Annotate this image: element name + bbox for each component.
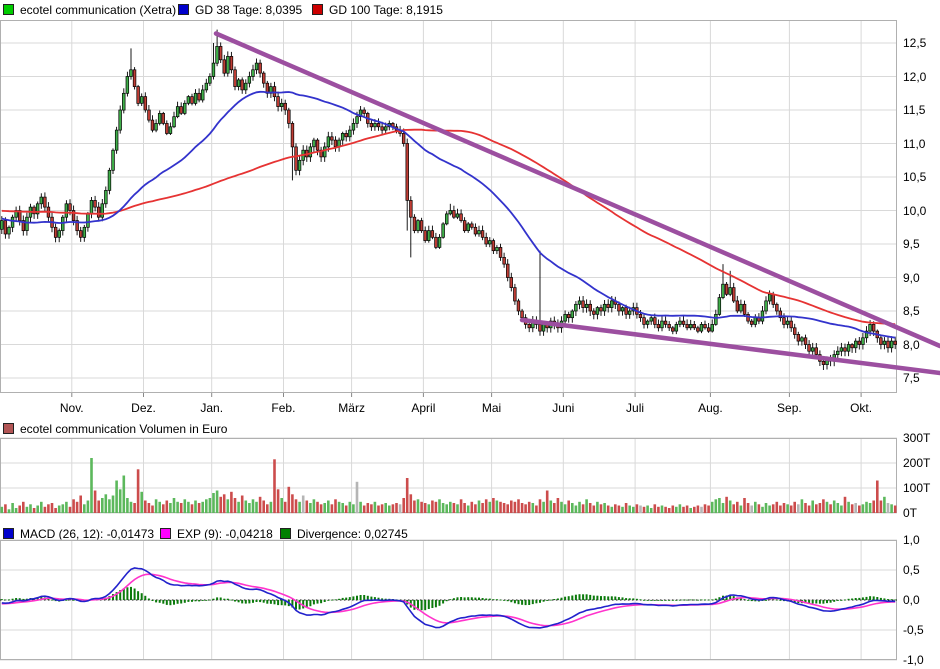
price-series-label: ecotel communication (Xetra) bbox=[20, 2, 177, 17]
divergence-series-label: Divergence: 0,02745 bbox=[297, 526, 408, 541]
gd38-swatch-icon bbox=[178, 4, 189, 15]
exp-series-label: EXP (9): -0,04218 bbox=[177, 526, 273, 541]
divergence-series-swatch-icon bbox=[280, 528, 291, 539]
main-chart-legend: ecotel communication (Xetra) GD 38 Tage:… bbox=[0, 2, 940, 18]
volume-series-swatch-icon bbox=[3, 423, 14, 434]
legend-item-gd100: GD 100 Tage: 8,1915 bbox=[312, 2, 443, 17]
macd-legend: MACD (26, 12): -0,01473 EXP (9): -0,0421… bbox=[0, 526, 940, 542]
legend-item-gd38: GD 38 Tage: 8,0395 bbox=[178, 2, 302, 17]
macd-series-label: MACD (26, 12): -0,01473 bbox=[20, 526, 155, 541]
price-series-swatch-icon bbox=[3, 4, 14, 15]
legend-item-macd: MACD (26, 12): -0,01473 bbox=[3, 526, 154, 541]
gd100-label: GD 100 Tage: 8,1915 bbox=[329, 2, 443, 17]
legend-item-price-series: ecotel communication (Xetra) bbox=[3, 2, 176, 17]
legend-item-exp: EXP (9): -0,04218 bbox=[160, 526, 273, 541]
volume-legend: ecotel communication Volumen in Euro bbox=[0, 421, 940, 437]
legend-item-volume: ecotel communication Volumen in Euro bbox=[3, 421, 227, 436]
legend-item-divergence: Divergence: 0,02745 bbox=[280, 526, 408, 541]
macd-series-swatch-icon bbox=[3, 528, 14, 539]
gd38-label: GD 38 Tage: 8,0395 bbox=[195, 2, 303, 17]
gd100-swatch-icon bbox=[312, 4, 323, 15]
volume-series-label: ecotel communication Volumen in Euro bbox=[20, 421, 228, 436]
exp-series-swatch-icon bbox=[160, 528, 171, 539]
